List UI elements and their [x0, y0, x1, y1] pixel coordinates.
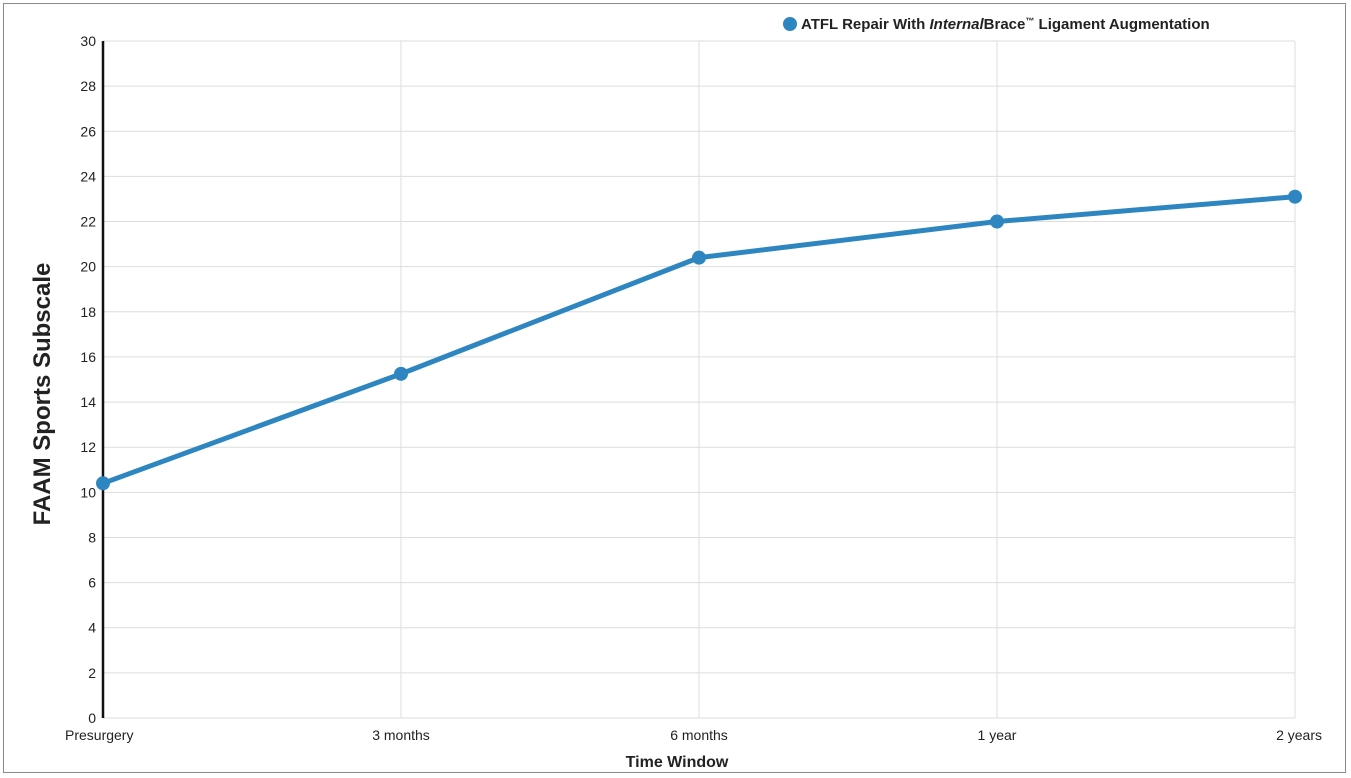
- y-tick-label: 24: [80, 168, 96, 184]
- y-tick-label: 0: [88, 710, 96, 726]
- y-tick-label: 20: [80, 259, 96, 275]
- axes: [101, 41, 1295, 719]
- y-tick-label: 22: [80, 214, 96, 230]
- y-tick-label: 14: [80, 394, 96, 410]
- x-tick-label: 6 months: [670, 727, 728, 743]
- x-tick-labels: Presurgery 3 months 6 months 1 year 2 years: [65, 727, 1322, 743]
- y-tick-label: 6: [88, 575, 96, 591]
- x-tick-label: Presurgery: [65, 727, 133, 743]
- y-tick-label: 26: [80, 123, 96, 139]
- data-point: [990, 214, 1004, 229]
- y-tick-label: 30: [80, 33, 96, 49]
- y-tick-label: 16: [80, 349, 96, 365]
- x-tick-label: 2 years: [1276, 727, 1322, 743]
- y-axis-title: FAAM Sports Subscale: [29, 263, 56, 526]
- y-tick-label: 2: [88, 665, 96, 681]
- data-point: [96, 476, 110, 491]
- x-tick-label: 3 months: [372, 727, 430, 743]
- data-point: [1288, 189, 1302, 204]
- y-tick-label: 12: [80, 439, 96, 455]
- x-axis-title: Time Window: [626, 754, 729, 771]
- legend-marker: [783, 17, 797, 31]
- y-tick-label: 18: [80, 304, 96, 320]
- grid-lines: [103, 40, 1296, 718]
- y-tick-label: 4: [88, 620, 96, 636]
- data-points: [96, 189, 1302, 491]
- legend-label: ATFL Repair With InternalBrace™ Ligament…: [801, 16, 1210, 33]
- x-tick-label: 1 year: [978, 727, 1017, 743]
- y-tick-label: 8: [88, 529, 96, 545]
- data-point: [692, 250, 706, 265]
- y-tick-label: 28: [80, 78, 96, 94]
- y-tick-label: 10: [80, 484, 96, 500]
- legend: ATFL Repair With InternalBrace™ Ligament…: [783, 16, 1210, 33]
- data-point: [394, 366, 408, 381]
